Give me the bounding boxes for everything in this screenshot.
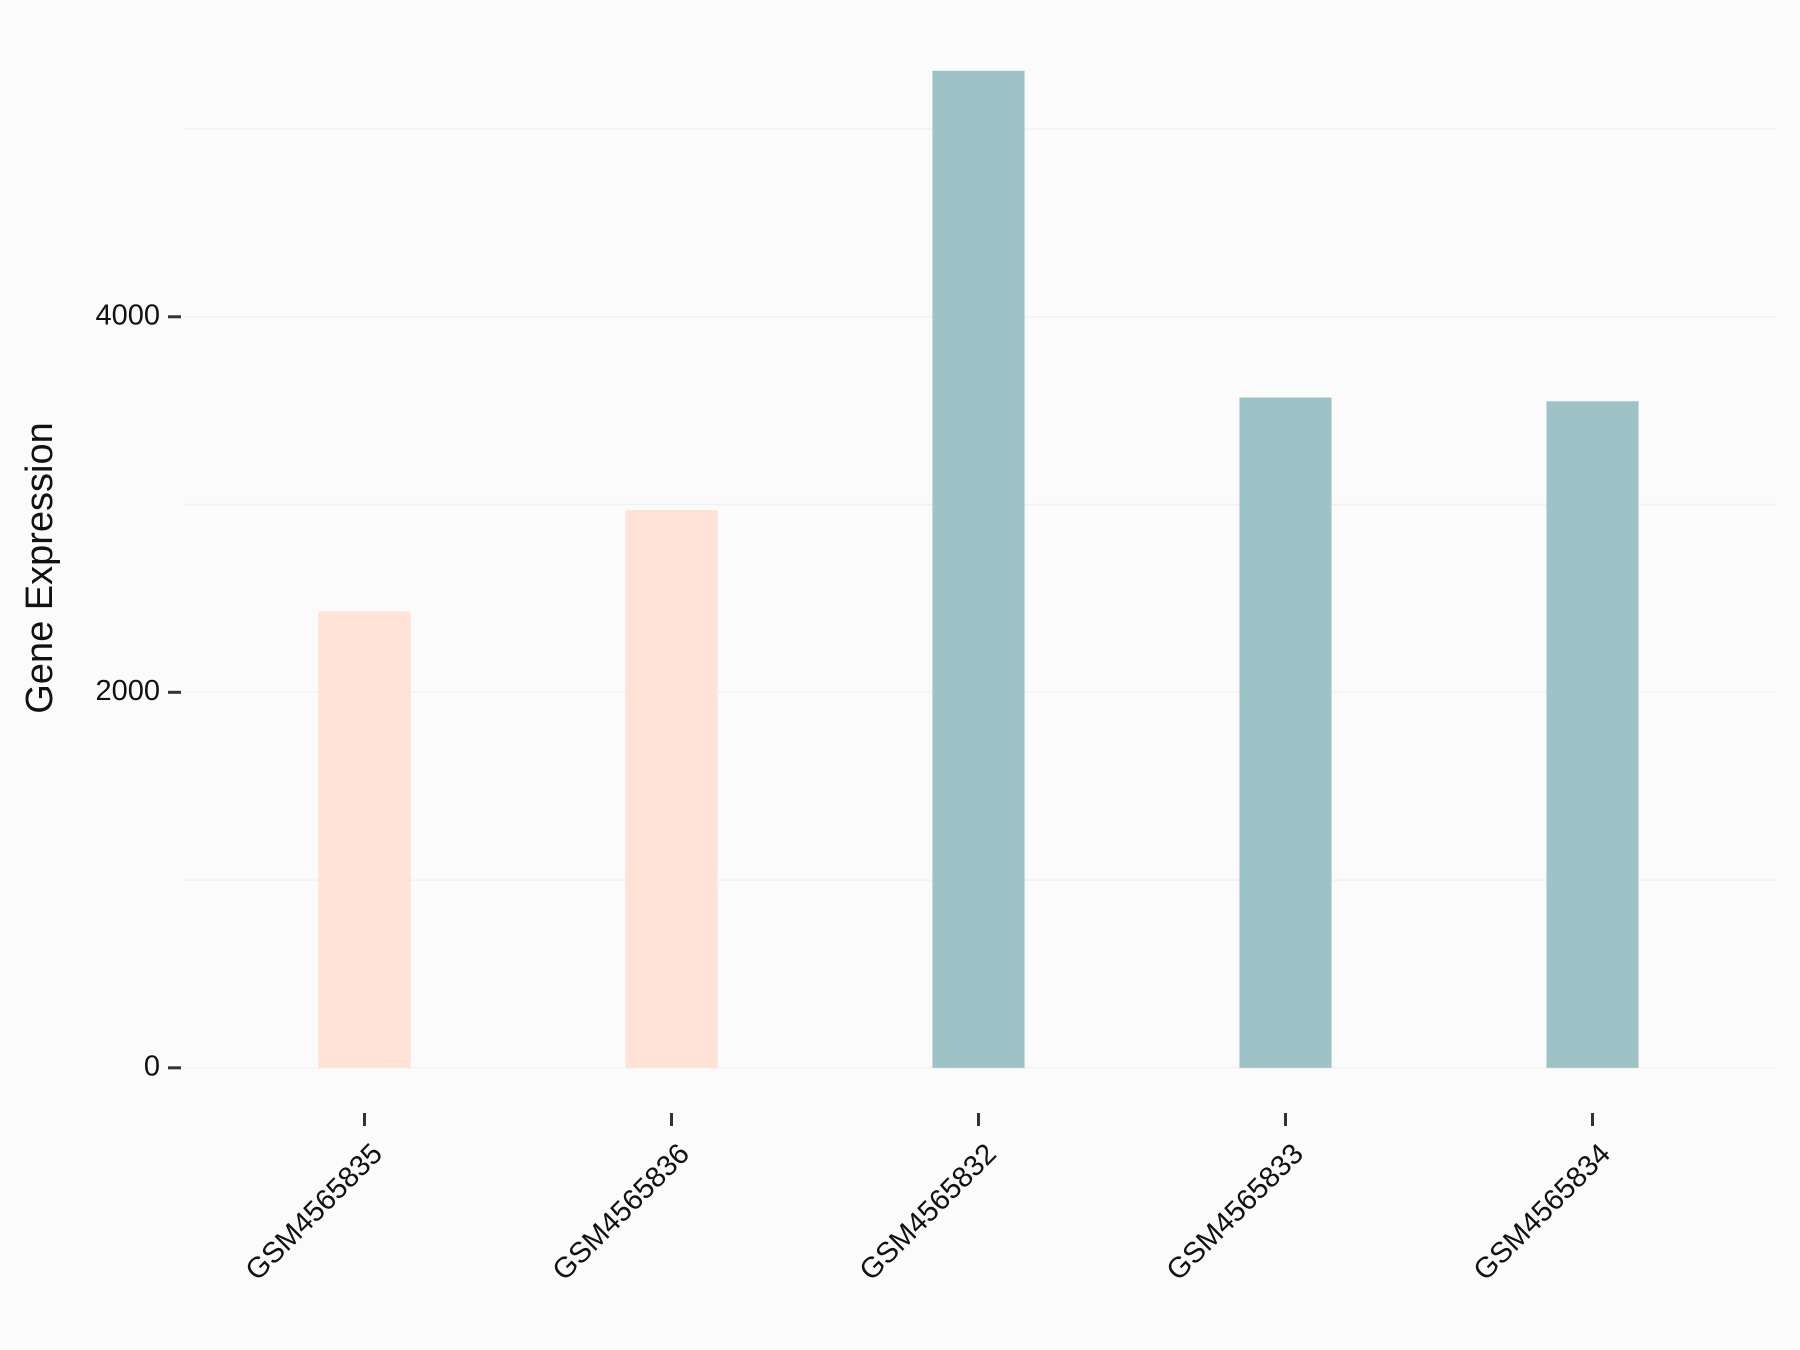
bar [1546,401,1639,1068]
y-tick-label: 0 [144,1050,160,1082]
bar [1239,397,1332,1068]
bar [318,611,411,1068]
bar [625,510,718,1068]
y-tick-label: 2000 [95,675,160,707]
y-axis-title: Gene Expression [19,422,61,714]
y-tick-label: 4000 [95,299,160,331]
bar [932,70,1025,1068]
